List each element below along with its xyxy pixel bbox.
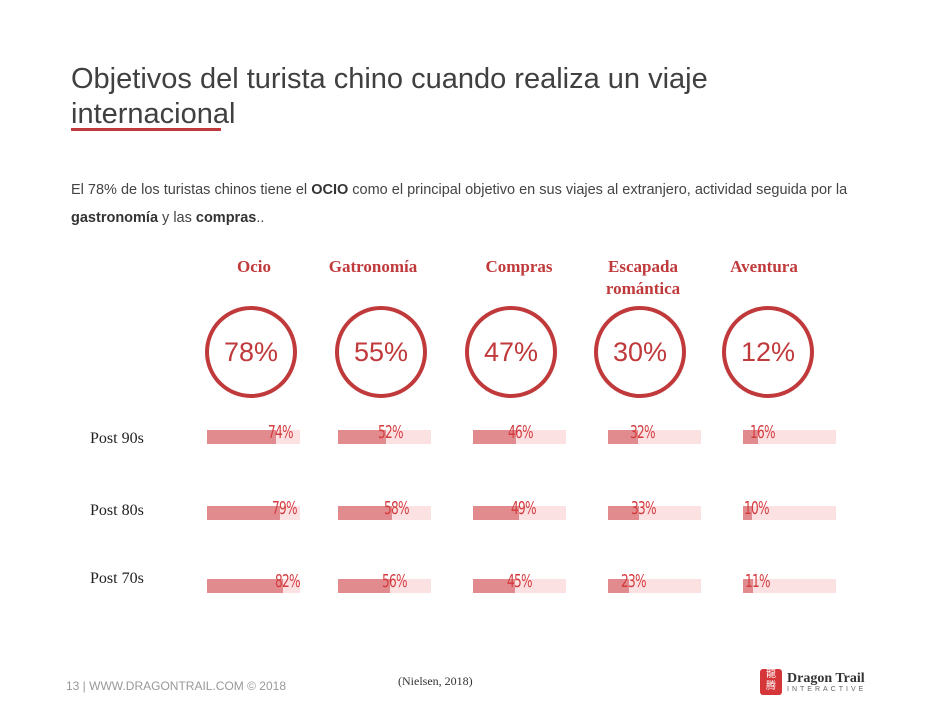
bar-fill [338, 430, 387, 444]
category-label: Compras [485, 257, 553, 276]
row-label: Post 90s [90, 430, 144, 447]
bar-track: 56% [338, 571, 431, 593]
logo-sub: INTERACTIVE [787, 685, 867, 693]
logo-mark-icon: 龍腾 [760, 669, 782, 695]
row-label: Post 80s [90, 502, 144, 519]
bar-fill [473, 579, 515, 593]
bar-value-label: 56% [382, 571, 408, 592]
total-circle: 47% [465, 306, 557, 398]
bar-value-label: 79% [272, 498, 298, 519]
bar-value-label: 52% [378, 422, 404, 443]
intro-part: .. [256, 210, 265, 226]
intro-part: y las [158, 210, 196, 226]
total-circle: 30% [594, 306, 686, 398]
bar-fill [207, 579, 284, 593]
total-circle: 12% [722, 306, 814, 398]
bar-fill [743, 506, 753, 520]
bar-value-label: 33% [630, 498, 657, 519]
bar-track: 74% [207, 422, 300, 444]
category-label: Gatronomía [328, 257, 418, 276]
bar-value-label: 45% [506, 571, 533, 592]
bar-track: 46% [473, 422, 566, 444]
bar-fill [473, 506, 519, 520]
intro-bold: OCIO [311, 182, 349, 198]
footer: 13 | WWW.DRAGONTRAIL.COM © 2018 [66, 679, 286, 693]
intro-text: El 78% de los turistas chinos tiene el O… [71, 176, 871, 232]
page-title: Objetivos del turista chino cuando reali… [71, 63, 708, 130]
bar-fill [608, 506, 639, 520]
bar-value-label: 58% [383, 498, 410, 519]
intro-part: como el principal objetivo en sus viajes… [348, 182, 848, 198]
bar-fill [473, 430, 516, 444]
bar-track: 58% [338, 498, 431, 520]
category-label: Escapada romántica [605, 257, 681, 298]
category-label: Aventura [730, 257, 798, 276]
intro-bold: compras [195, 210, 257, 226]
bar-fill [608, 579, 630, 593]
bar-value-label: 74% [267, 422, 294, 443]
intro-bold: gastronomía [71, 210, 159, 226]
logo-name: Dragon Trail [787, 670, 865, 686]
bar-track: 82% [207, 571, 301, 593]
bar-track: 16% [743, 422, 836, 444]
bar-value-label: 32% [629, 422, 656, 443]
bar-track: 33% [608, 498, 701, 520]
bar-fill [743, 579, 754, 593]
bar-track: 49% [473, 498, 566, 520]
bar-fill [207, 430, 276, 444]
source: (Nielsen, 2018) [398, 674, 473, 688]
bar-value-label: 16% [749, 422, 776, 443]
bar-track: 32% [608, 422, 701, 444]
total-circle: 78% [205, 306, 297, 398]
bar-track: 45% [473, 571, 566, 593]
row-label: Post 70s [90, 570, 144, 587]
title-underline [71, 128, 221, 131]
bar-track: 11% [743, 571, 836, 593]
bar-value-label: 10% [744, 498, 770, 519]
bar-track: 23% [608, 571, 701, 593]
bar-track: 10% [743, 498, 836, 520]
intro-part: El 78% de los turistas chinos tiene el [71, 182, 312, 198]
bar-fill [207, 506, 281, 520]
bar-value-label: 11% [745, 571, 771, 592]
total-circle: 55% [335, 306, 427, 398]
bar-fill [743, 430, 758, 444]
category-label: Ocio [237, 257, 271, 276]
bar-value-label: 23% [621, 571, 647, 592]
bar-track: 52% [338, 422, 431, 444]
bar-value-label: 82% [275, 571, 301, 592]
bar-fill [608, 430, 638, 444]
logo: 龍腾 Dragon Trail INTERACTIVE [760, 669, 866, 695]
bar-track: 79% [207, 498, 300, 520]
bar-fill [338, 506, 392, 520]
bar-value-label: 49% [510, 498, 537, 519]
bar-value-label: 46% [507, 422, 534, 443]
bar-fill [338, 579, 391, 593]
